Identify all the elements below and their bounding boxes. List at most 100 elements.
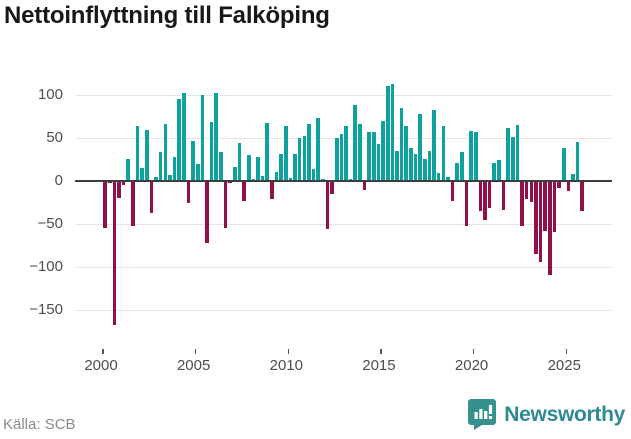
bar-2011-q1	[307, 123, 311, 181]
bar-2024-q1	[548, 181, 552, 276]
x-axis-label-2005: 2005	[176, 357, 211, 374]
bar-2022-q2	[515, 125, 520, 181]
x-axis-label-2020: 2020	[454, 357, 489, 374]
bar-2010-q2	[293, 154, 297, 181]
bar-2013-q1	[344, 126, 348, 181]
bar-2006-q3	[223, 181, 228, 229]
bar-2023-q2	[534, 181, 538, 254]
y-axis-label-0: 0	[54, 172, 63, 189]
bar-2019-q4	[469, 131, 473, 181]
bar-2007-q3	[242, 181, 246, 201]
bar-2021-q2	[497, 160, 501, 181]
newsworthy-logo-text: Newsworthy	[504, 402, 625, 426]
bar-2025-q4	[580, 181, 585, 211]
x-tick-2020	[472, 349, 475, 354]
bar-2013-q3	[353, 104, 358, 181]
bar-2016-q2	[404, 126, 409, 181]
bar-2006-q1	[214, 92, 219, 181]
bar-2021-q4	[506, 127, 510, 181]
bar-2012-q3	[334, 138, 339, 181]
bar-2008-q2	[256, 157, 260, 181]
x-axis-label-2010: 2010	[269, 357, 303, 374]
bar-2007-q4	[246, 155, 251, 181]
bar-2001-q1	[121, 181, 126, 186]
bar-2002-q3	[149, 181, 154, 213]
bar-2008-q3	[260, 175, 265, 181]
bar-2000-q1	[103, 181, 107, 229]
source-note: Källa: SCB	[3, 416, 76, 433]
bar-2015-q1	[381, 121, 385, 181]
newsworthy-logo[interactable]: Newsworthy	[468, 399, 625, 430]
bar-2016-q1	[399, 108, 404, 181]
bar-2004-q4	[191, 140, 195, 181]
bar-2002-q2	[144, 130, 149, 181]
gridline--100	[75, 266, 612, 268]
bar-2022-q1	[511, 137, 515, 181]
bar-2021-q3	[501, 181, 506, 211]
bar-2014-q3	[372, 132, 376, 181]
bar-2020-q4	[487, 181, 492, 208]
x-axis-label-2025: 2025	[547, 357, 581, 374]
bar-2014-q1	[362, 181, 367, 191]
bar-2003-q4	[172, 157, 177, 181]
bar-2018-q1	[436, 173, 441, 181]
bar-2024-q3	[557, 181, 561, 188]
bar-2012-q2	[330, 181, 334, 194]
bar-2024-q2	[552, 181, 557, 232]
bar-2024-q4	[561, 147, 566, 181]
bar-2004-q2	[182, 92, 186, 181]
bar-2007-q2	[237, 143, 242, 181]
bar-2013-q4	[358, 123, 362, 181]
bar-2020-q2	[478, 181, 483, 211]
bar-2017-q2	[422, 158, 427, 181]
bar-2009-q2	[274, 171, 279, 181]
bar-2025-q1	[566, 181, 571, 192]
x-tick-2010	[287, 349, 290, 354]
bar-2005-q4	[209, 121, 214, 181]
bar-2003-q2	[163, 123, 168, 181]
gridline-50	[75, 138, 612, 140]
chart-title: Nettoinflyttning till Falköping	[4, 2, 330, 29]
bar-2018-q3	[446, 176, 450, 181]
bar-2022-q4	[524, 181, 529, 199]
bar-2020-q3	[483, 181, 487, 220]
y-axis-label--100: −100	[29, 257, 63, 275]
bar-2007-q1	[233, 167, 237, 181]
bar-2010-q3	[297, 138, 302, 181]
y-axis-label-100: 100	[37, 86, 63, 104]
bar-2001-q2	[126, 158, 131, 181]
gridline-100	[75, 95, 612, 97]
bar-2020-q1	[473, 132, 478, 181]
x-tick-2005	[194, 349, 197, 354]
bar-2011-q2	[311, 169, 316, 181]
bar-2015-q4	[395, 151, 399, 181]
bar-2023-q1	[529, 181, 534, 202]
y-axis-label-50: 50	[46, 129, 63, 147]
bar-2019-q1	[455, 163, 459, 181]
bar-2001-q4	[135, 126, 140, 181]
bar-2012-q4	[339, 133, 344, 181]
bar-2002-q1	[140, 168, 144, 181]
bar-2015-q2	[385, 85, 390, 181]
x-tick-2000	[102, 349, 104, 354]
y-axis-label--50: −50	[37, 214, 63, 232]
bar-2016-q3	[409, 148, 413, 181]
bar-2017-q3	[427, 151, 432, 181]
bar-2008-q4	[265, 122, 270, 181]
gridline--150	[75, 309, 612, 311]
bar-2000-q3	[112, 181, 117, 325]
x-tick-2015	[380, 349, 382, 354]
bar-2023-q4	[543, 181, 548, 231]
bar-2022-q3	[520, 181, 524, 226]
bar-2018-q4	[450, 181, 455, 201]
bar-chart-plot-area: 100 50 0 −50 −100 −150 2000 2005 2010 2015 2020 202…	[29, 84, 612, 374]
bar-2017-q1	[418, 114, 422, 181]
bar-2010-q1	[288, 178, 293, 181]
x-tick-2025	[565, 349, 567, 354]
bar-2017-q4	[432, 109, 436, 181]
bar-2023-q3	[538, 181, 543, 262]
bar-2025-q3	[575, 141, 580, 181]
bar-2003-q3	[168, 175, 172, 181]
bar-2002-q4	[154, 176, 158, 181]
